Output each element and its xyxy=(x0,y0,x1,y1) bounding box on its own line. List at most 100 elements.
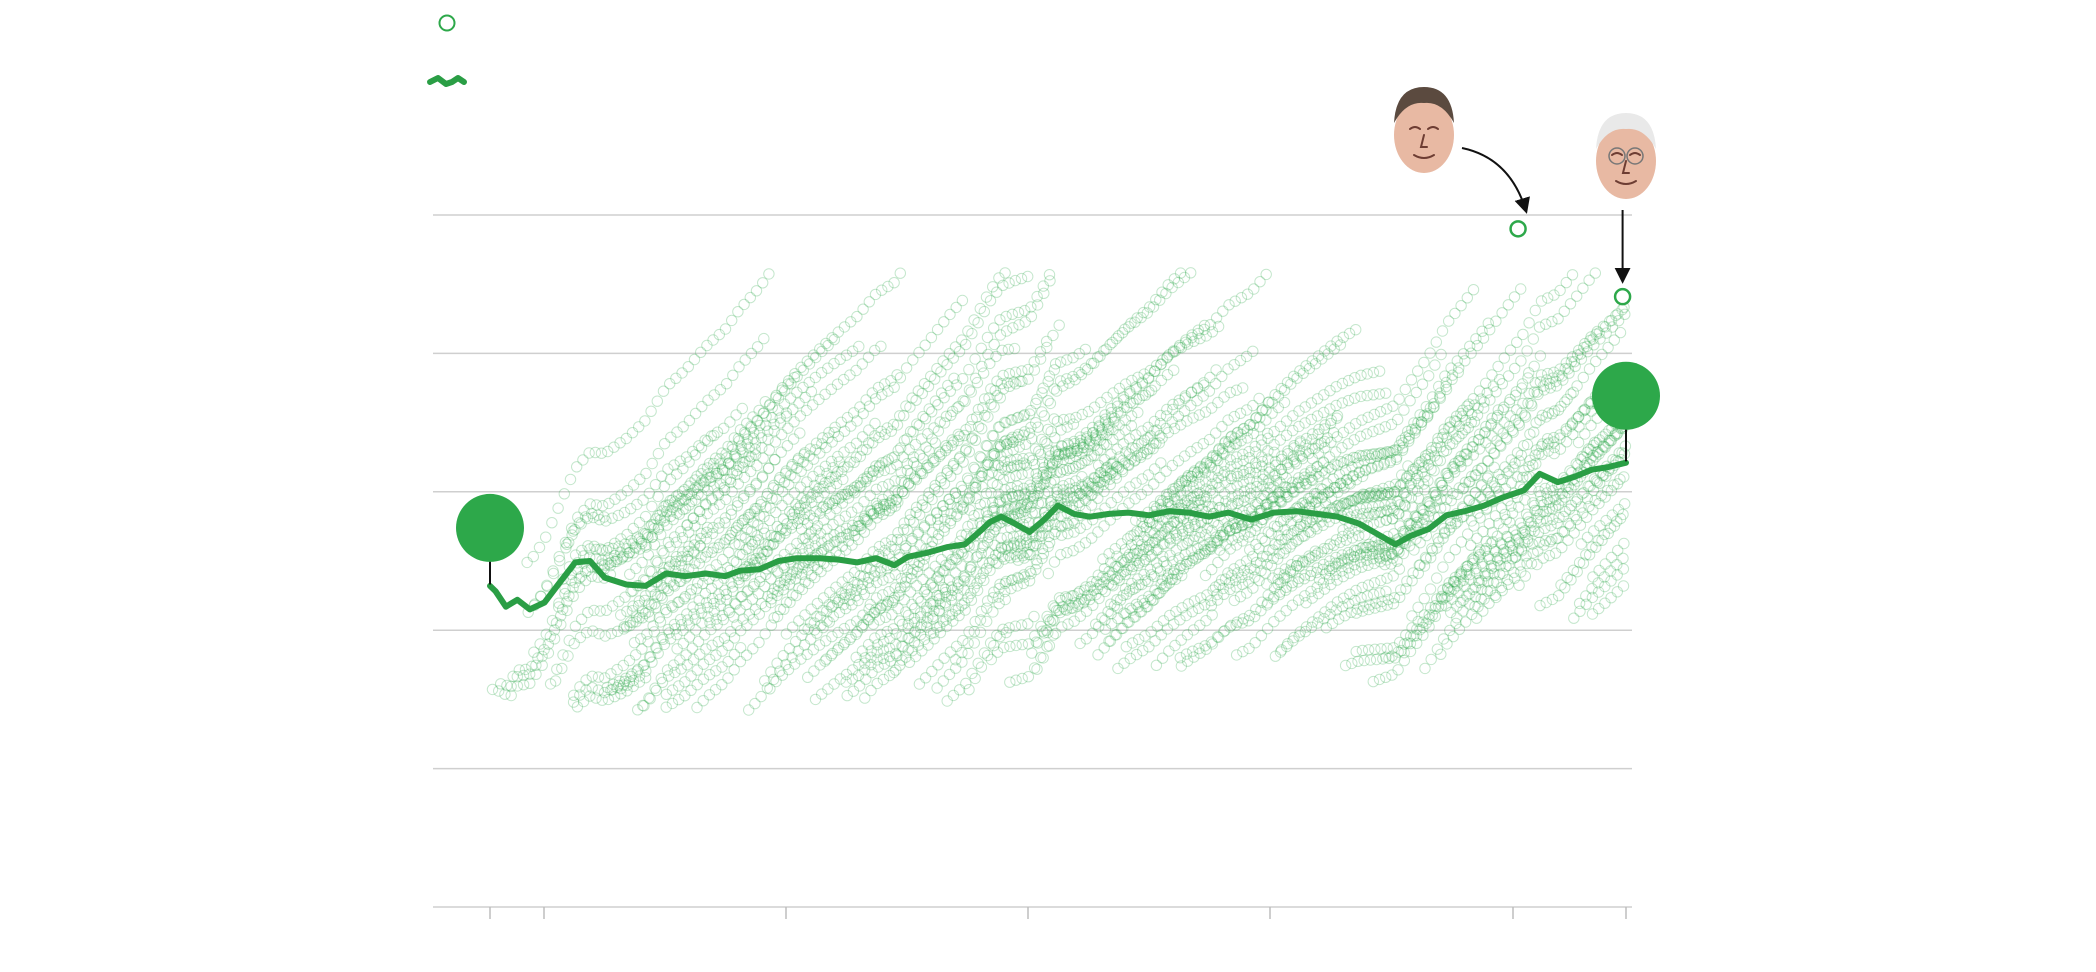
scatter-point xyxy=(1175,660,1188,672)
scatter-point xyxy=(1541,433,1554,445)
scatter-point xyxy=(1150,359,1163,371)
scatter-point xyxy=(1088,401,1101,413)
scatter-point xyxy=(1598,528,1611,541)
scatter-point xyxy=(840,349,853,361)
scatter-point xyxy=(1098,563,1111,575)
scatter-point xyxy=(861,472,873,485)
scatter-point xyxy=(689,534,701,546)
scatter-point xyxy=(801,355,813,367)
scatter-point xyxy=(883,586,895,598)
scatter-point xyxy=(888,381,900,393)
scatter-point xyxy=(826,436,838,448)
scatter-point xyxy=(1217,529,1230,541)
scatter-point xyxy=(1436,325,1449,337)
scatter-point xyxy=(1533,321,1546,333)
scatter-point xyxy=(999,577,1011,590)
scatter-point xyxy=(687,512,699,524)
scatter-point xyxy=(1097,553,1109,565)
scatter-point xyxy=(1408,544,1420,556)
scatter-point xyxy=(859,692,871,704)
scatter-point xyxy=(802,564,814,576)
scatter-point xyxy=(722,457,735,470)
scatter-point xyxy=(1045,425,1057,438)
scatter-point xyxy=(1469,581,1482,593)
scatter-point xyxy=(1398,638,1411,650)
scatter-point xyxy=(660,701,672,713)
scatter-point xyxy=(651,395,663,407)
scatter-point xyxy=(1396,469,1408,481)
scatter-point xyxy=(1212,396,1224,409)
scatter-point xyxy=(708,481,720,493)
scatter-point xyxy=(968,637,980,649)
scatter-point xyxy=(1161,491,1173,504)
scatter-point xyxy=(1448,576,1460,588)
scatter-point xyxy=(1044,275,1056,287)
scatter-point xyxy=(1469,469,1481,481)
scatter-point xyxy=(933,589,945,602)
scatter-point xyxy=(721,452,733,464)
scatter-point xyxy=(836,540,848,552)
scatter-point xyxy=(1608,479,1620,491)
scatter-point xyxy=(1191,382,1204,394)
scatter-point xyxy=(598,686,611,699)
scatter-point xyxy=(685,670,697,682)
scatter-point xyxy=(1260,404,1272,416)
scatter-point xyxy=(1010,674,1022,686)
scatter-point xyxy=(1136,594,1149,606)
scatter-point xyxy=(1374,516,1386,528)
scatter-point xyxy=(956,294,969,307)
scatter-point xyxy=(1200,643,1212,655)
scatter-point xyxy=(706,639,718,651)
scatter-point xyxy=(879,544,891,557)
scatter-point xyxy=(937,675,949,687)
scatter-point xyxy=(1223,299,1235,311)
scatter-point xyxy=(1169,639,1181,652)
scatter-point xyxy=(898,477,910,489)
scatter-point xyxy=(1535,295,1548,307)
scatter-point xyxy=(1130,598,1143,610)
scatter-point xyxy=(1312,617,1324,629)
scatter-point xyxy=(860,394,872,406)
scatter-point xyxy=(1092,481,1105,494)
scatter-point xyxy=(798,623,811,635)
scatter-point xyxy=(1067,545,1079,557)
scatter-point xyxy=(1188,496,1200,509)
scatter-point xyxy=(797,364,809,376)
scatter-point xyxy=(1292,523,1304,536)
scatter-point xyxy=(991,629,1003,641)
scatter-point xyxy=(1428,401,1440,413)
scatter-point xyxy=(574,689,586,701)
scatter-point xyxy=(1377,482,1389,495)
scatter-point xyxy=(883,669,896,682)
scatter-point xyxy=(1192,602,1205,614)
scatter-point xyxy=(1266,396,1278,409)
scatter-point xyxy=(1548,447,1560,460)
scatter-point xyxy=(826,332,838,344)
scatter-point xyxy=(636,537,648,550)
scatter-point xyxy=(1324,403,1336,415)
scatter-point xyxy=(1461,292,1474,304)
scatter-point xyxy=(1605,484,1618,497)
scatter-point xyxy=(894,267,906,279)
scatter-point xyxy=(1433,380,1445,393)
scatter-point xyxy=(712,636,724,648)
scatter-point xyxy=(1278,547,1290,559)
scatter-point xyxy=(1447,630,1459,643)
scatter-point xyxy=(739,354,751,366)
scatter-point xyxy=(1411,623,1423,635)
scatter-point xyxy=(1154,417,1167,430)
scatter-point xyxy=(1134,525,1146,537)
scatter-point xyxy=(1273,486,1285,498)
scatter-point xyxy=(926,406,938,418)
scatter-point xyxy=(1573,597,1586,610)
scatter-point xyxy=(1573,421,1585,433)
scatter-point xyxy=(493,685,505,697)
scatter-point xyxy=(987,606,999,618)
scatter-point xyxy=(708,463,720,475)
scatter-point xyxy=(974,614,987,626)
scatter-point xyxy=(1210,364,1222,376)
scatter-point xyxy=(1138,368,1150,380)
scatter-point xyxy=(733,361,745,373)
scatter-point xyxy=(639,415,651,427)
